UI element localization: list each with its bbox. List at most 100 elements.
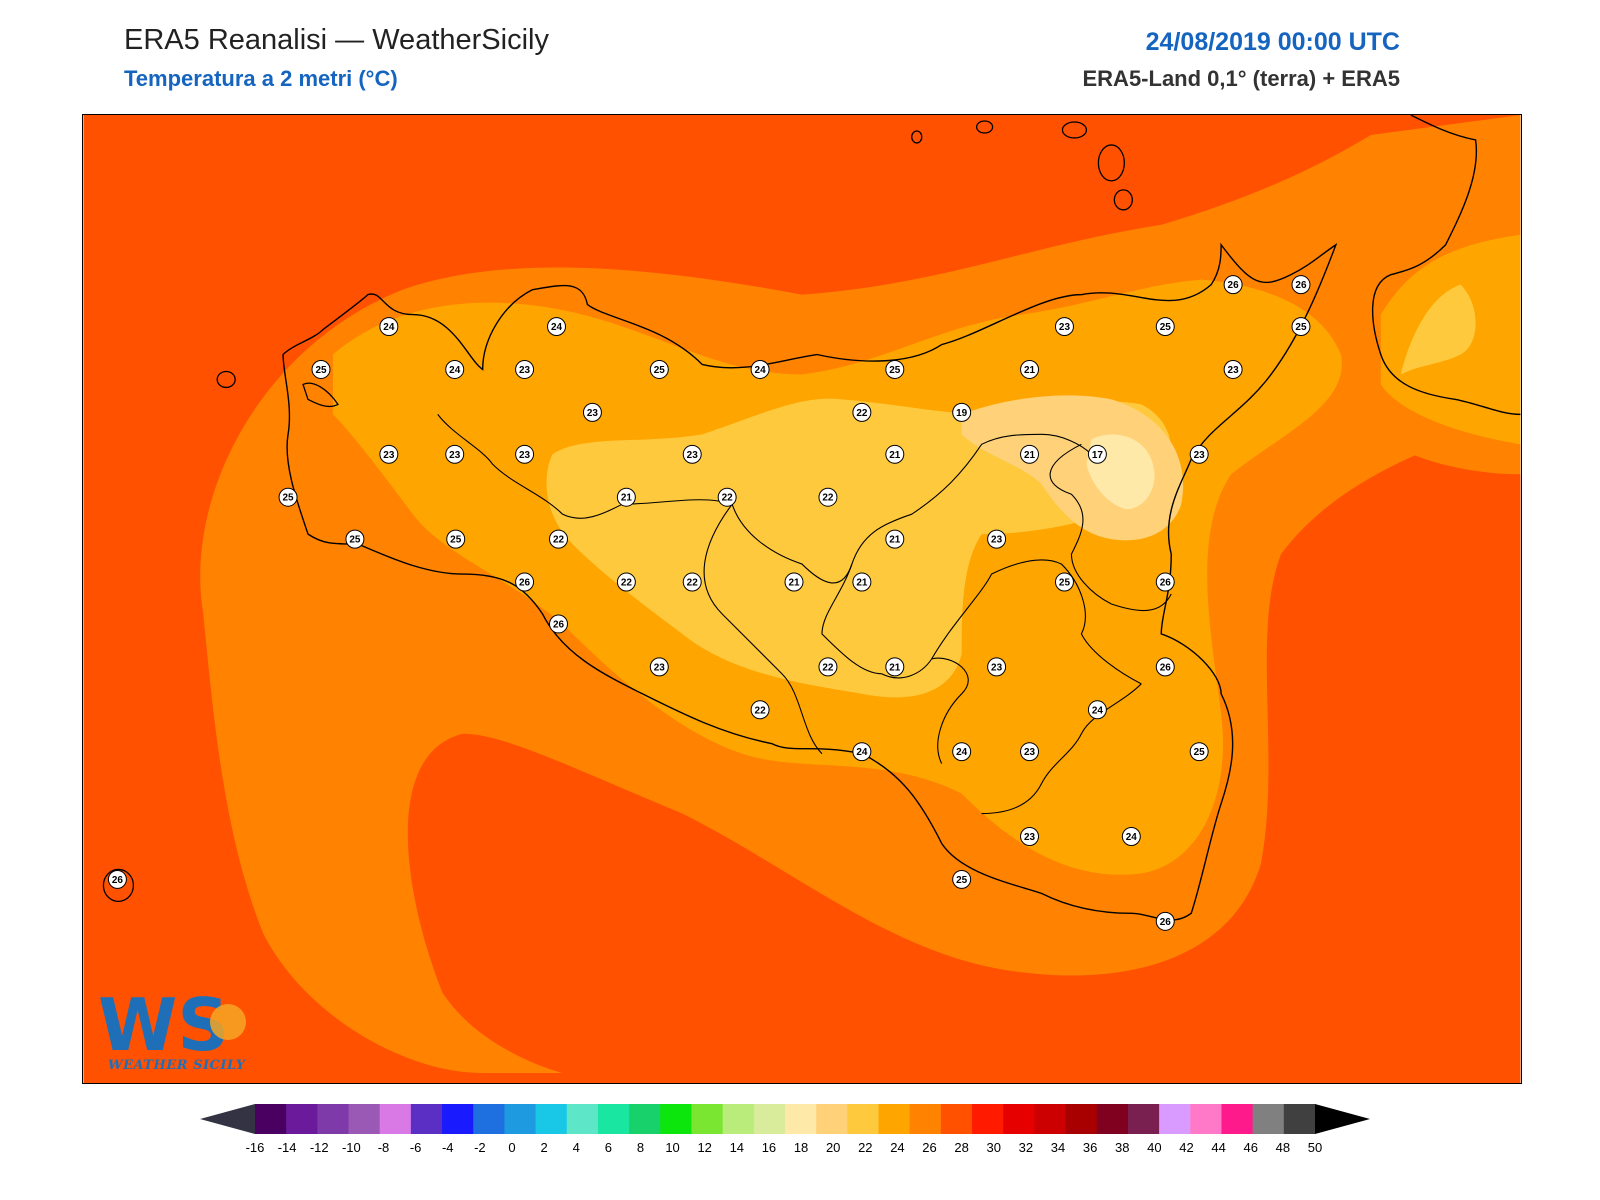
colorbar-cell — [629, 1104, 661, 1134]
colorbar-cell — [878, 1104, 911, 1134]
colorbar-tick-label: -6 — [410, 1140, 422, 1155]
colorbar-tick-label: -16 — [246, 1140, 265, 1155]
colorbar-cell — [566, 1104, 599, 1134]
map-datetime: 24/08/2019 00:00 UTC — [1145, 28, 1400, 56]
colorbar-cell — [597, 1104, 630, 1134]
station-value: 22 — [755, 705, 767, 716]
band-20-ne — [1400, 284, 1476, 375]
colorbar-left-arrow — [200, 1104, 255, 1134]
station-marker: 24 — [445, 359, 465, 379]
station-value: 25 — [1059, 578, 1071, 589]
colorbar-cell — [972, 1104, 1004, 1134]
station-marker: 23 — [682, 444, 702, 464]
colorbar-cell — [1127, 1104, 1160, 1134]
station-value: 23 — [449, 450, 461, 461]
station-marker: 22 — [818, 657, 838, 677]
colorbar-tick-label: 8 — [637, 1140, 644, 1155]
station-value: 25 — [1160, 322, 1172, 333]
station-marker: 23 — [987, 529, 1007, 549]
colorbar-cell — [1159, 1104, 1191, 1134]
station-marker: 23 — [515, 444, 535, 464]
colorbar-tick-label: 16 — [762, 1140, 776, 1155]
station-marker: 21 — [1020, 444, 1040, 464]
colorbar-tick-label: 34 — [1051, 1140, 1065, 1155]
station-value: 23 — [519, 450, 531, 461]
station-marker: 23 — [1020, 742, 1040, 762]
station-value: 24 — [1126, 832, 1138, 843]
colorbar-cell — [816, 1104, 848, 1134]
station-value: 23 — [1024, 832, 1036, 843]
colorbar-cell — [785, 1104, 817, 1134]
station-value: 24 — [551, 322, 563, 333]
station-marker: 21 — [1020, 359, 1040, 379]
station-value: 24 — [383, 322, 395, 333]
station-value: 21 — [1024, 365, 1036, 376]
station-value: 23 — [687, 450, 699, 461]
station-value: 23 — [1024, 747, 1036, 758]
colorbar-tick-label: 46 — [1244, 1140, 1258, 1155]
station-marker: 22 — [717, 487, 737, 507]
station-marker: 22 — [818, 487, 838, 507]
colorbar-cell — [660, 1104, 692, 1134]
station-value: 25 — [956, 875, 968, 886]
station-marker: 22 — [616, 572, 636, 592]
colorbar-tick-label: -10 — [342, 1140, 361, 1155]
station-value: 22 — [822, 662, 834, 673]
station-marker: 22 — [750, 700, 770, 720]
colorbar-tick-label: -12 — [310, 1140, 329, 1155]
station-value: 24 — [856, 747, 868, 758]
station-value: 26 — [112, 875, 124, 886]
station-value: 26 — [1160, 662, 1172, 673]
station-marker: 26 — [549, 614, 568, 634]
colorbar-tick-label: -8 — [378, 1140, 390, 1155]
station-value: 23 — [1194, 450, 1206, 461]
station-marker: 21 — [885, 444, 905, 464]
colorbar-cell — [753, 1104, 786, 1134]
station-value: 21 — [621, 493, 633, 504]
station-marker: 24 — [1087, 700, 1107, 720]
colorbar-tick-label: 38 — [1115, 1140, 1129, 1155]
station-value: 23 — [1059, 322, 1071, 333]
colorbar-cell — [410, 1104, 443, 1134]
station-value: 22 — [822, 493, 834, 504]
station-marker: 24 — [952, 742, 972, 762]
station-value: 25 — [1295, 322, 1307, 333]
station-value: 23 — [654, 662, 666, 673]
station-marker: 26 — [1155, 657, 1175, 677]
station-value: 21 — [889, 450, 901, 461]
colorbar-tick-label: 40 — [1147, 1140, 1161, 1155]
station-marker: 26 — [1155, 911, 1175, 931]
colorbar-tick-label: 6 — [605, 1140, 612, 1155]
station-value: 25 — [654, 365, 666, 376]
station-value: 23 — [991, 535, 1003, 546]
station-value: 23 — [383, 450, 395, 461]
station-value: 24 — [1092, 705, 1104, 716]
colorbar-cell — [442, 1104, 474, 1134]
station-marker: 25 — [311, 359, 331, 379]
station-value: 25 — [349, 535, 361, 546]
colorbar-tick-label: 4 — [573, 1140, 580, 1155]
weathersicily-logo: WS — [96, 983, 256, 1074]
colorbar-cell — [348, 1104, 381, 1134]
station-value: 25 — [1194, 747, 1206, 758]
colorbar-tick-label: 26 — [922, 1140, 936, 1155]
station-value: 23 — [991, 662, 1003, 673]
colorbar-tick-label: 22 — [858, 1140, 872, 1155]
station-marker: 25 — [885, 359, 905, 379]
station-value: 25 — [315, 365, 327, 376]
station-marker: 24 — [547, 317, 566, 337]
colorbar-cell — [286, 1104, 318, 1134]
colorbar-tick-label: 48 — [1276, 1140, 1290, 1155]
colorbar-cells — [255, 1104, 1316, 1134]
map-title: ERA5 Reanalisi — WeatherSicily — [124, 24, 549, 56]
station-value: 26 — [1160, 917, 1172, 928]
station-value: 23 — [519, 365, 531, 376]
colorbar-cell — [1096, 1104, 1129, 1134]
colorbar-tick-label: -14 — [278, 1140, 297, 1155]
station-marker: 26 — [107, 869, 127, 889]
station-marker: 23 — [582, 402, 602, 422]
station-value: 24 — [755, 365, 767, 376]
islands — [102, 120, 1133, 903]
map-source: ERA5-Land 0,1° (terra) + ERA5 — [1082, 66, 1401, 91]
colorbar-tick-label: 10 — [665, 1140, 679, 1155]
